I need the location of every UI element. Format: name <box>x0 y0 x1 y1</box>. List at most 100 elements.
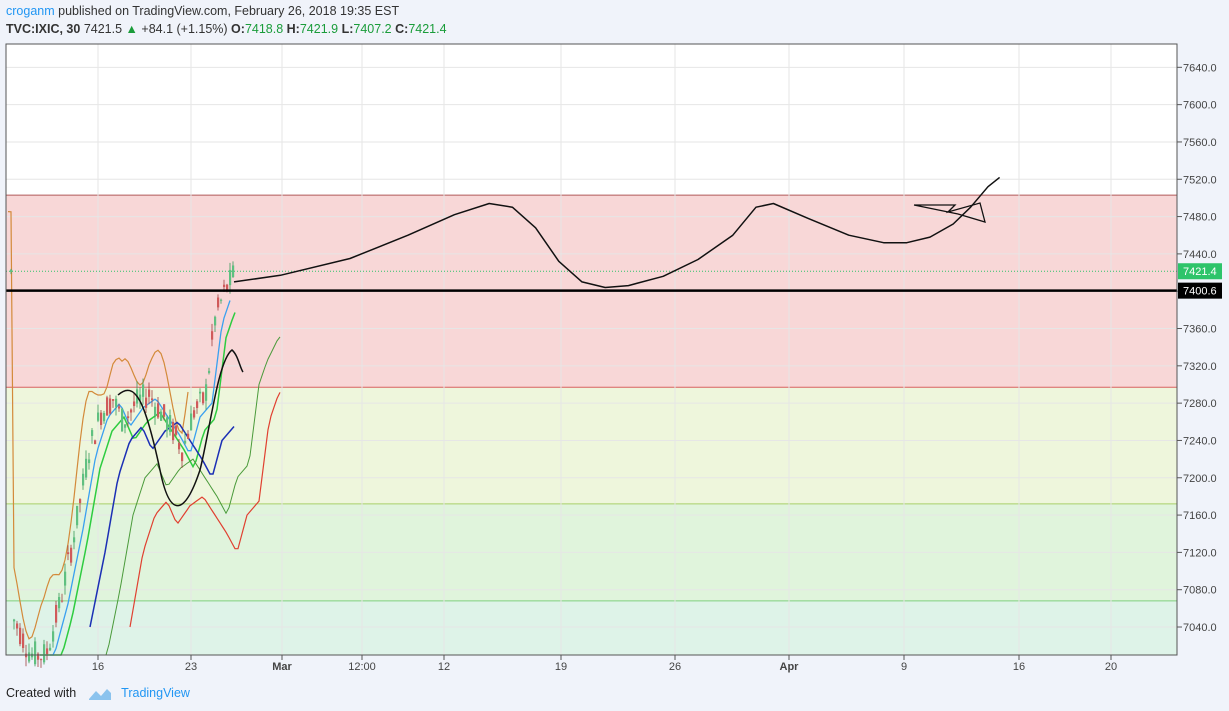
y-tick-label: 7200.0 <box>1183 473 1217 485</box>
candle-body <box>145 397 148 408</box>
y-tick-label: 7440.0 <box>1183 249 1217 261</box>
candle-body <box>172 421 175 441</box>
candlesticks <box>10 261 235 668</box>
candle-body <box>187 433 190 439</box>
candle-body <box>19 627 22 645</box>
x-tick-label: 16 <box>92 661 104 673</box>
candle-body <box>217 297 220 308</box>
candle-body <box>67 552 70 555</box>
x-tick-label: 26 <box>669 661 681 673</box>
candle-body <box>16 623 19 629</box>
y-tick-label: 7480.0 <box>1183 212 1217 224</box>
candle-body <box>226 284 229 292</box>
y-tick-label: 7320.0 <box>1183 361 1217 373</box>
candle-body <box>127 416 130 419</box>
candle-body <box>220 299 223 301</box>
candle-body <box>115 398 118 407</box>
candle-body <box>157 403 160 418</box>
candle-body <box>58 597 61 609</box>
x-tick-label: Apr <box>780 661 800 673</box>
candle-body <box>133 401 136 407</box>
y-tick-label: 7520.0 <box>1183 174 1217 186</box>
candle-body <box>103 413 106 422</box>
x-tick-label: 16 <box>1013 661 1025 673</box>
x-tick-label: 20 <box>1105 661 1117 673</box>
candle-body <box>190 413 193 431</box>
candle-body <box>70 547 73 563</box>
candle-body <box>55 604 58 623</box>
candle-body <box>148 389 151 397</box>
candle-body <box>85 458 88 478</box>
candle-body <box>61 600 64 602</box>
x-tick-label: 23 <box>185 661 197 673</box>
orange-indicator <box>7 211 189 640</box>
y-tick-label: 7280.0 <box>1183 398 1217 410</box>
candle-body <box>223 284 226 288</box>
symbol-label: TVC:IXIC, 30 <box>6 22 81 36</box>
candle-body <box>205 384 208 401</box>
x-tick-label: 12 <box>438 661 450 673</box>
y-tick-label: 7040.0 <box>1183 622 1217 634</box>
handdrawn-arc <box>117 349 244 507</box>
candle-body <box>52 631 55 642</box>
candle-body <box>178 442 181 450</box>
hline-price-label: 7400.6 <box>1183 286 1217 298</box>
candle-body <box>88 459 91 464</box>
projection-path <box>233 176 1001 289</box>
footer: Created with TradingView <box>6 686 190 701</box>
candle-body <box>151 398 154 401</box>
candle-body <box>139 394 142 401</box>
change-value: +84.1 (+1.15%) <box>141 22 228 36</box>
candle-body <box>112 399 115 401</box>
y-tick-label: 7160.0 <box>1183 510 1217 522</box>
candle-body <box>43 644 46 663</box>
candle-body <box>94 440 97 445</box>
candle-body <box>130 409 133 413</box>
tradingview-logo-icon <box>88 688 111 700</box>
candle-body <box>199 391 202 394</box>
candle-body <box>82 473 85 486</box>
x-tick-label: 19 <box>555 661 567 673</box>
x-tick-label: 12:00 <box>348 661 376 673</box>
candle-body <box>37 653 40 660</box>
candle-body <box>160 411 163 421</box>
zone-3 <box>6 600 1177 655</box>
candle-body <box>208 370 211 374</box>
high-value: 7421.9 <box>299 22 339 36</box>
arrow-head <box>913 202 986 223</box>
candle-body <box>202 392 205 404</box>
low-value: 7407.2 <box>353 22 392 36</box>
tradingview-link[interactable]: TradingView <box>121 686 190 700</box>
candle-body <box>13 619 16 622</box>
candle-body <box>49 647 52 651</box>
x-tick-label: 9 <box>901 661 907 673</box>
publish-info: croganm published on TradingView.com, Fe… <box>6 4 399 18</box>
ohlc-bar: TVC:IXIC, 30 7421.5 ▲ +84.1 (+1.15%) O:7… <box>6 22 447 36</box>
candle-body <box>232 265 235 278</box>
last-price: 7421.5 <box>83 22 123 36</box>
candle-body <box>169 415 172 432</box>
hline-price-tag <box>1178 282 1222 299</box>
author-link[interactable]: croganm <box>6 4 55 18</box>
y-tick-label: 7560.0 <box>1183 137 1217 149</box>
indicator-lines <box>7 211 281 656</box>
candle-body <box>40 659 43 661</box>
darkgreen-indicator <box>100 336 281 656</box>
green-indicator <box>40 312 236 656</box>
candle-body <box>28 652 31 662</box>
candle-body <box>22 633 25 648</box>
y-tick-label: 7640.0 <box>1183 62 1217 74</box>
candle-body <box>10 269 13 272</box>
candle-body <box>121 408 124 432</box>
publish-text: published on TradingView.com, February 2… <box>58 4 400 18</box>
candle-body <box>34 641 37 665</box>
x-tick-label: Mar <box>272 661 292 673</box>
high-label: H: <box>286 22 300 36</box>
candle-body <box>118 406 121 409</box>
candle-body <box>106 397 109 416</box>
y-tick-label: 7360.0 <box>1183 324 1217 336</box>
candle-body <box>97 412 100 421</box>
candle-body <box>76 505 79 526</box>
last-price-tag <box>1178 263 1222 280</box>
